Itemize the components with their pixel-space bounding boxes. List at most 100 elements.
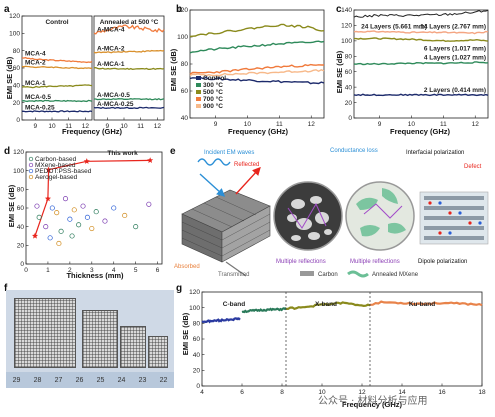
chart-c-series-24 Layers (5.661 mm) bbox=[353, 9, 489, 18]
polarization-diagram bbox=[419, 191, 489, 245]
chart-a-series-MCA-0.25 bbox=[22, 110, 93, 113]
label-incident: Incident EM waves bbox=[204, 150, 254, 156]
chart-b-series-300 °C bbox=[189, 40, 325, 54]
chart-g-band-curve bbox=[201, 317, 241, 324]
legend-carbon-swatch bbox=[300, 271, 314, 276]
chart-c-ytick-label: 120 bbox=[341, 23, 352, 30]
chart-d-xtick-label: 4 bbox=[112, 267, 116, 274]
chart-g-xtick-label: 6 bbox=[240, 389, 244, 396]
chart-d-literature-marker bbox=[146, 201, 152, 207]
panel-f-label: f bbox=[4, 283, 8, 294]
chart-b-ytick-label: 40 bbox=[181, 115, 189, 122]
panel-b-label: b bbox=[176, 4, 183, 15]
chart-c-annotation: 24 Layers (5.661 mm) bbox=[361, 24, 427, 31]
ruler: 29 28 27 26 25 24 23 22 bbox=[6, 372, 174, 388]
chart-a-right-xtick-label: 11 bbox=[137, 123, 144, 130]
chart-g-ytick-label: 100 bbox=[189, 305, 200, 312]
chart-d-this-work-star bbox=[32, 232, 38, 239]
chart-c-annotation: 6 Layers (1.017 mm) bbox=[424, 45, 486, 52]
chart-d-literature-marker bbox=[47, 235, 53, 241]
chart-a-left-ytick-label: 20 bbox=[13, 100, 21, 107]
chart-d-literature-marker bbox=[133, 224, 139, 230]
chart-b-xtick-label: 9 bbox=[214, 121, 218, 128]
panel-a-label: a bbox=[4, 4, 10, 15]
chart-g-band-curve bbox=[369, 300, 483, 307]
chart-d-this-work-star bbox=[44, 195, 51, 202]
chart-d-literature-marker bbox=[80, 203, 86, 209]
chart-g-xtick-label: 10 bbox=[318, 389, 326, 396]
label-interfacial-polarization: Interfacial polarization bbox=[406, 150, 464, 156]
chart-a-series-label: A-MCA-0.25 bbox=[97, 101, 134, 108]
chart-c-ytick-label: 20 bbox=[345, 100, 353, 107]
chart-c-xtick-label: 9 bbox=[378, 121, 382, 128]
chart-b-ytick-label: 80 bbox=[181, 61, 189, 68]
chart-d-literature-marker bbox=[62, 196, 69, 202]
chart-d-this-work-star bbox=[83, 158, 90, 164]
chart-b: EMI SE (dB) 9 10 11 12 40 60 80 100 120 Control30… bbox=[169, 7, 325, 136]
chart-c: EMI SE (dB) 9 10 11 1202040608010012014024 … bbox=[335, 7, 489, 136]
chart-d-xtick-label: 6 bbox=[156, 267, 160, 274]
chart-d-literature-marker bbox=[36, 214, 42, 220]
chart-a-left-ytick-label: 100 bbox=[9, 31, 20, 38]
chart-c-xlabel: Frequency (GHz) bbox=[390, 127, 451, 136]
chart-d-legend-label: Carbon-based bbox=[35, 156, 77, 163]
chart-a-left-xtick-label: 9 bbox=[34, 123, 38, 130]
chart-c-ytick-label: 0 bbox=[348, 115, 352, 122]
chart-d-this-work-label: This work bbox=[107, 150, 138, 157]
chart-d-this-work-star bbox=[45, 166, 52, 173]
chart-a-series-label: A-MCA-4 bbox=[97, 26, 125, 33]
chart-g-band-label: X-band bbox=[315, 301, 337, 308]
chart-c-series-4 Layers (1.027 mm) bbox=[353, 61, 489, 66]
chart-d-literature-marker bbox=[49, 205, 55, 211]
chart-a-ylabel: EMI SE (dB) bbox=[5, 56, 14, 99]
chart-c-ytick-label: 80 bbox=[345, 53, 353, 60]
chart-d-literature-marker bbox=[89, 225, 95, 232]
label-absorbed: Absorbed bbox=[174, 264, 200, 270]
pore-circle-2 bbox=[345, 181, 415, 251]
chart-g-ytick-label: 60 bbox=[193, 336, 201, 343]
chart-g-xtick-label: 12 bbox=[358, 389, 366, 396]
sample-24-layers bbox=[14, 298, 76, 368]
sample-6-layers bbox=[120, 326, 146, 368]
ruler-mark: 27 bbox=[54, 376, 63, 384]
chart-a-series-MCA-1 bbox=[21, 84, 93, 89]
sample-14-layers bbox=[82, 310, 118, 368]
chart-g-xtick-label: 14 bbox=[398, 389, 406, 396]
chart-b-series-Control bbox=[189, 76, 325, 85]
chart-g-xtick-label: 8 bbox=[280, 389, 284, 396]
chart-d-literature-marker bbox=[76, 222, 82, 228]
chart-a-right-xtick-label: 9 bbox=[106, 123, 110, 130]
wave-arrows bbox=[197, 158, 261, 277]
chart-d-literature-marker bbox=[54, 210, 60, 216]
chart-a-series-MCA-4 bbox=[21, 56, 93, 64]
chart-d-literature-marker bbox=[56, 240, 62, 247]
chart-d-xtick-label: 3 bbox=[90, 267, 94, 274]
chart-b-xtick-label: 12 bbox=[308, 121, 316, 128]
chart-g-ylabel: EMI SE (dB) bbox=[181, 312, 190, 355]
chart-b-legend-label: 300 °C bbox=[203, 81, 223, 89]
panel-g-label: g bbox=[176, 283, 183, 294]
label-multiple-reflections-2: Multiple reflections bbox=[350, 259, 400, 265]
chart-d-legend-marker bbox=[28, 168, 34, 174]
chart-d-legend-marker bbox=[28, 162, 34, 168]
label-multiple-reflections-1: Multiple reflections bbox=[276, 259, 326, 265]
ruler-mark: 23 bbox=[138, 376, 147, 384]
chart-c-xtick-label: 11 bbox=[440, 121, 447, 128]
chart-a-series-A-MCA-4 bbox=[93, 24, 165, 35]
chart-d-xtick-label: 5 bbox=[134, 267, 138, 274]
chart-b-ytick-label: 60 bbox=[181, 88, 189, 95]
chart-c-frame bbox=[353, 9, 489, 119]
label-defect: Defect bbox=[464, 164, 482, 170]
chart-d-ytick-label: 0 bbox=[20, 261, 24, 268]
chart-c-xtick-label: 12 bbox=[472, 121, 480, 128]
panel-d-label: d bbox=[4, 146, 11, 157]
ruler-mark: 25 bbox=[96, 376, 105, 384]
chart-a-series-A-MCA-1 bbox=[93, 67, 165, 71]
ruler-mark: 29 bbox=[12, 376, 21, 384]
chart-a-series-label: MCA-0.25 bbox=[25, 104, 55, 111]
legend-carbon: Carbon bbox=[318, 272, 338, 278]
chart-d-literature-marker bbox=[102, 218, 108, 224]
chart-d-ytick-label: 60 bbox=[17, 205, 25, 212]
chart-a-left-ytick-label: 60 bbox=[13, 65, 21, 72]
chart-b-legend-swatch bbox=[196, 104, 201, 108]
